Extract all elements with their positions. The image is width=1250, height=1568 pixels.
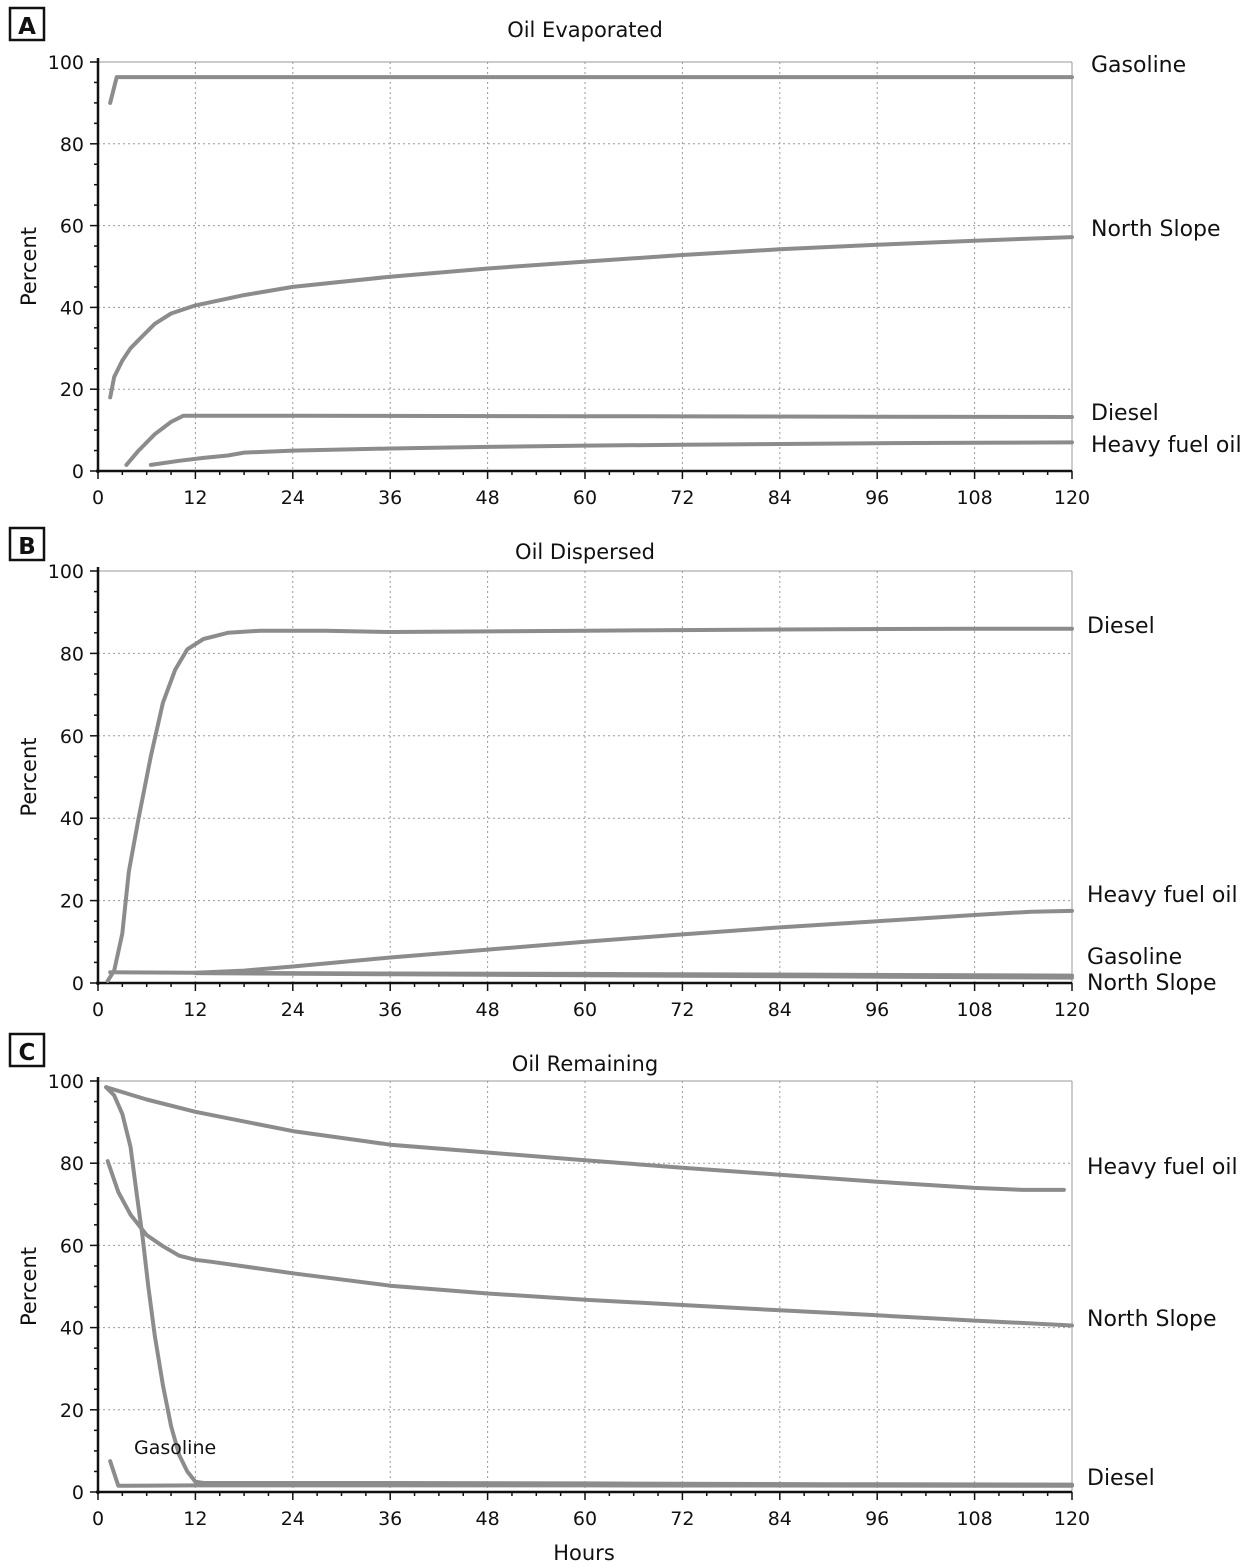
series-label-gasoline: Gasoline	[1091, 53, 1186, 78]
series-label-diesel: Diesel	[1087, 614, 1155, 639]
x-tick-label: 24	[281, 487, 305, 509]
y-axis-label: Percent	[17, 227, 41, 306]
panel-c: C Oil Remaining 0 12 24 36 48 60 72 84 96 108 120 0 20…	[8, 1032, 1238, 1530]
y-tick-label: 40	[60, 297, 84, 319]
y-axis-label: Percent	[17, 737, 41, 816]
series-label-heavy-fuel-oil: Heavy fuel oil	[1087, 883, 1238, 908]
x-tick-label: 72	[670, 1508, 694, 1530]
series-line-gasoline	[108, 1459, 1074, 1488]
series-line-gasoline	[108, 75, 1074, 105]
x-tick-label: 0	[92, 1508, 104, 1530]
series-line-heavy-fuel-oil	[148, 440, 1074, 467]
panel-a: A Oil Evaporated 0 12 24 36 48 60 72 84 96 108 120 0 2…	[8, 6, 1242, 509]
y-tick-label: 100	[48, 561, 84, 583]
series-label-heavy-fuel-oil: Heavy fuel oil	[1091, 433, 1242, 458]
x-tick-label: 72	[670, 999, 694, 1021]
series-line-heavy-fuel-oil	[104, 1085, 1066, 1192]
y-axis-label: Percent	[17, 1247, 41, 1326]
y-tick-label: 20	[60, 891, 84, 913]
x-tick-label: 12	[183, 487, 207, 509]
series-label-north-slope: North Slope	[1087, 1307, 1217, 1332]
chart-title: Oil Dispersed	[515, 540, 655, 564]
x-tick-label: 36	[378, 1508, 402, 1530]
x-tick-label: 120	[1054, 999, 1090, 1021]
y-tick-label: 100	[48, 1071, 84, 1093]
series-line-heavy-fuel-oil	[193, 908, 1074, 975]
series-label-north-slope: North Slope	[1091, 217, 1221, 242]
x-tick-label: 108	[956, 1508, 992, 1530]
chart-title: Oil Remaining	[512, 1052, 658, 1076]
x-tick-label: 60	[573, 999, 597, 1021]
series-label-diesel: Diesel	[1091, 401, 1159, 426]
y-tick-label: 80	[60, 1153, 84, 1175]
series-label-north-slope: North Slope	[1087, 971, 1217, 996]
x-tick-label: 24	[281, 999, 305, 1021]
x-tick-label: 12	[183, 999, 207, 1021]
x-tick-label: 36	[378, 999, 402, 1021]
x-axis-label: Hours	[553, 1541, 615, 1565]
x-tick-label: 0	[92, 999, 104, 1021]
y-tick-label: 60	[60, 1235, 84, 1257]
y-tick-label: 40	[60, 808, 84, 830]
series-line-north-slope	[193, 971, 1074, 980]
series-line-diesel	[124, 413, 1074, 467]
x-tick-label: 120	[1054, 487, 1090, 509]
chart-title: Oil Evaporated	[507, 18, 663, 42]
x-tick-label: 108	[956, 487, 992, 509]
y-tick-label: 60	[60, 726, 84, 748]
x-tick-label: 96	[865, 1508, 889, 1530]
panel-letter: C	[19, 1040, 36, 1066]
x-tick-label: 72	[670, 487, 694, 509]
x-tick-label: 108	[956, 999, 992, 1021]
x-tick-label: 60	[573, 1508, 597, 1530]
y-tick-label: 0	[72, 973, 84, 995]
x-tick-label: 12	[183, 1508, 207, 1530]
x-tick-label: 60	[573, 487, 597, 509]
series-label-gasoline: Gasoline	[134, 1437, 216, 1459]
y-tick-label: 0	[72, 1482, 84, 1504]
panel-letter-box	[8, 1032, 46, 1068]
series-line-diesel	[104, 1085, 1074, 1487]
x-tick-label: 48	[476, 487, 500, 509]
x-tick-label: 0	[92, 487, 104, 509]
x-tick-label: 48	[476, 999, 500, 1021]
y-tick-label: 40	[60, 1318, 84, 1340]
x-tick-label: 84	[768, 487, 792, 509]
series-label-diesel: Diesel	[1087, 1466, 1155, 1491]
x-tick-label: 24	[281, 1508, 305, 1530]
x-tick-label: 84	[768, 999, 792, 1021]
y-tick-label: 100	[48, 52, 84, 74]
series-line-north-slope	[108, 235, 1074, 400]
series-line-diesel	[105, 626, 1074, 983]
y-tick-label: 60	[60, 216, 84, 238]
panel-b: B Oil Dispersed 0 12 24 36 48 60 72 84 96 108 120 0 20…	[8, 526, 1238, 1021]
panel-letter-box	[8, 6, 46, 42]
x-tick-label: 36	[378, 487, 402, 509]
panel-letter: B	[18, 534, 36, 560]
panel-letter: A	[18, 14, 36, 40]
y-tick-label: 80	[60, 643, 84, 665]
y-tick-label: 20	[60, 379, 84, 401]
y-tick-label: 80	[60, 134, 84, 156]
panel-letter-box	[8, 526, 46, 562]
x-tick-label: 48	[476, 1508, 500, 1530]
x-tick-label: 96	[865, 999, 889, 1021]
y-tick-label: 20	[60, 1400, 84, 1422]
x-tick-label: 120	[1054, 1508, 1090, 1530]
series-label-gasoline: Gasoline	[1087, 945, 1182, 970]
x-tick-label: 84	[768, 1508, 792, 1530]
series-label-heavy-fuel-oil: Heavy fuel oil	[1087, 1155, 1238, 1180]
y-tick-label: 0	[72, 461, 84, 483]
x-tick-label: 96	[865, 487, 889, 509]
